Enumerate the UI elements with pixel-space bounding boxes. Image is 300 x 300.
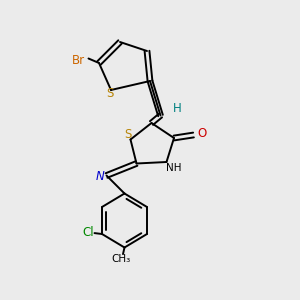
- Text: S: S: [106, 87, 113, 100]
- Text: CH₃: CH₃: [112, 254, 131, 264]
- Text: N: N: [96, 170, 105, 184]
- Text: NH: NH: [166, 163, 182, 173]
- Text: Br: Br: [71, 53, 85, 67]
- Text: O: O: [198, 127, 207, 140]
- Text: H: H: [172, 101, 182, 115]
- Text: S: S: [124, 128, 131, 142]
- Text: Cl: Cl: [83, 226, 94, 239]
